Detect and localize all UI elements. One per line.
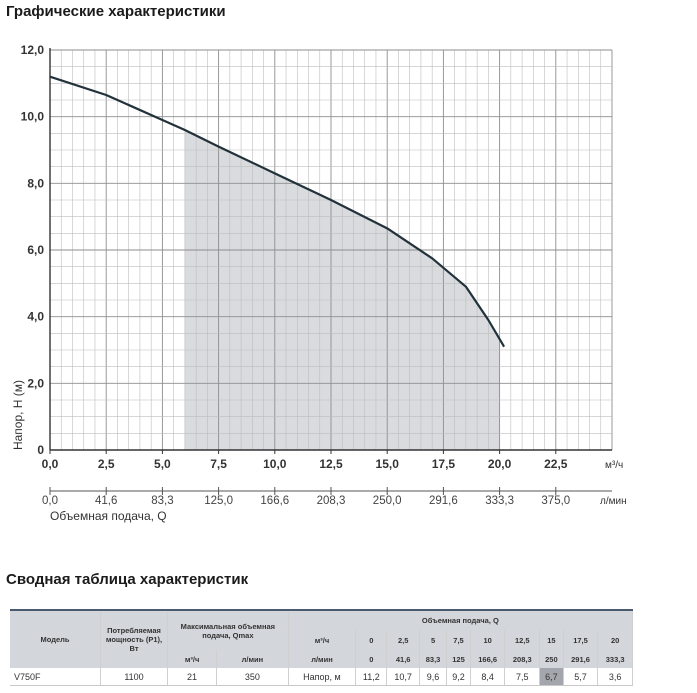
- x-tick-label: 5,0: [154, 457, 171, 471]
- header-flow-lmin: 166,6: [470, 650, 506, 668]
- header-flow-m3h: 0: [355, 630, 388, 650]
- header-model: Модель: [10, 609, 101, 668]
- cell-head-value: 11,2: [355, 668, 388, 686]
- y-tick-label: 12,0: [21, 43, 45, 57]
- x2-unit-label: л/мин: [600, 496, 627, 507]
- summary-table: Модель Потребляемая мощность (P1), Вт Ма…: [10, 609, 634, 686]
- x-tick-label: 10,0: [263, 457, 287, 471]
- header-flow-lmin: 0: [355, 650, 388, 668]
- header-qmax-unit-m3h: м³/ч: [167, 650, 218, 668]
- x-tick-label: 17,5: [432, 457, 456, 471]
- header-flow-m3h: 12,5: [504, 630, 541, 650]
- y-tick-label: 10,0: [21, 110, 45, 124]
- x2-tick-label: 166,6: [260, 495, 289, 507]
- header-flow-lmin: 333,3: [597, 650, 633, 668]
- x2-tick-label: 41,6: [95, 495, 117, 507]
- header-flow-m3h: 5: [419, 630, 448, 650]
- cell-head-value: 9,2: [446, 668, 471, 686]
- header-flow-lmin: 291,6: [563, 650, 599, 668]
- y-tick-label: 2,0: [27, 376, 44, 390]
- cell-head-value: 3,6: [597, 668, 633, 686]
- header-flow-m3h: 7,5: [446, 630, 471, 650]
- y-axis-title: Напор, H (м): [11, 380, 25, 450]
- x2-tick-label: 83,3: [151, 495, 173, 507]
- cell-qmax-m3h: 21: [167, 668, 218, 686]
- x-tick-label: 15,0: [376, 457, 400, 471]
- header-flow-lmin: 208,3: [504, 650, 541, 668]
- x-tick-label: 20,0: [488, 457, 512, 471]
- x-tick-label: 2,5: [98, 457, 115, 471]
- x-tick-label: 7,5: [210, 457, 227, 471]
- x2-tick-label: 125,0: [204, 495, 233, 507]
- header-flow-lmin: 83,3: [419, 650, 448, 668]
- cell-head-label: Напор, м: [288, 668, 357, 686]
- header-flow-m3h: 2,5: [386, 630, 420, 650]
- header-flow-m3h: 15: [539, 630, 564, 650]
- header-flow-lmin: 250: [539, 650, 564, 668]
- y-tick-label: 6,0: [27, 243, 44, 257]
- header-max-flow: Максимальная объемная подача, Qmax: [167, 609, 289, 650]
- x2-tick-label: 250,0: [373, 495, 402, 507]
- header-flow-group: Объемная подача, Q: [288, 609, 634, 630]
- header-flow-lmin: 125: [446, 650, 471, 668]
- table-row: V750F 1100 21 350 Напор, м 11,2 10,7 9,6 9,…: [10, 668, 633, 686]
- x-tick-label: 22,5: [544, 457, 568, 471]
- x2-tick-label: 333,3: [485, 495, 514, 507]
- header-flow-m3h: 20: [597, 630, 633, 650]
- x-tick-label: 0,0: [42, 457, 59, 471]
- x-tick-label: 12,5: [319, 457, 343, 471]
- x-unit-label: м³/ч: [605, 460, 623, 471]
- cell-model: V750F: [10, 668, 101, 686]
- chart-section-title: Графические характеристики: [6, 3, 226, 20]
- cell-head-value: 10,7: [386, 668, 420, 686]
- y-tick-label: 4,0: [27, 310, 44, 324]
- x2-tick-label: 291,6: [429, 495, 458, 507]
- head-curve: [49, 75, 506, 348]
- cell-head-value: 9,6: [419, 668, 448, 686]
- cell-head-value: 5,7: [563, 668, 599, 686]
- cell-head-value: 6,7: [539, 668, 564, 686]
- header-power: Потребляемая мощность (P1), Вт: [100, 609, 168, 668]
- header-unit-m3h: м³/ч: [288, 630, 357, 650]
- x2-tick-label: 208,3: [317, 495, 346, 507]
- x-axis-title: Объемная подача, Q: [50, 509, 167, 523]
- header-flow-m3h: 10: [470, 630, 506, 650]
- performance-chart: 0 2,0 4,0 6,0 8,0 10,0 12,0 0,0 2,5 5,0 7,5 10,0 12,…: [11, 43, 627, 523]
- header-flow-m3h: 17,5: [563, 630, 599, 650]
- header-unit-lmin: л/мин: [288, 650, 357, 668]
- table-section-title: Сводная таблица характеристик: [6, 571, 249, 588]
- x2-tick-label: 375,0: [541, 495, 570, 507]
- cell-head-value: 8,4: [470, 668, 506, 686]
- header-flow-lmin: 41,6: [386, 650, 420, 668]
- cell-qmax-lmin: 350: [216, 668, 289, 686]
- y-tick-label: 0: [37, 443, 44, 457]
- header-qmax-unit-lmin: л/мин: [216, 650, 289, 668]
- x2-tick-label: 0,0: [42, 495, 58, 507]
- cell-head-value: 7,5: [504, 668, 541, 686]
- cell-power: 1100: [100, 668, 168, 686]
- y-tick-label: 8,0: [27, 176, 44, 190]
